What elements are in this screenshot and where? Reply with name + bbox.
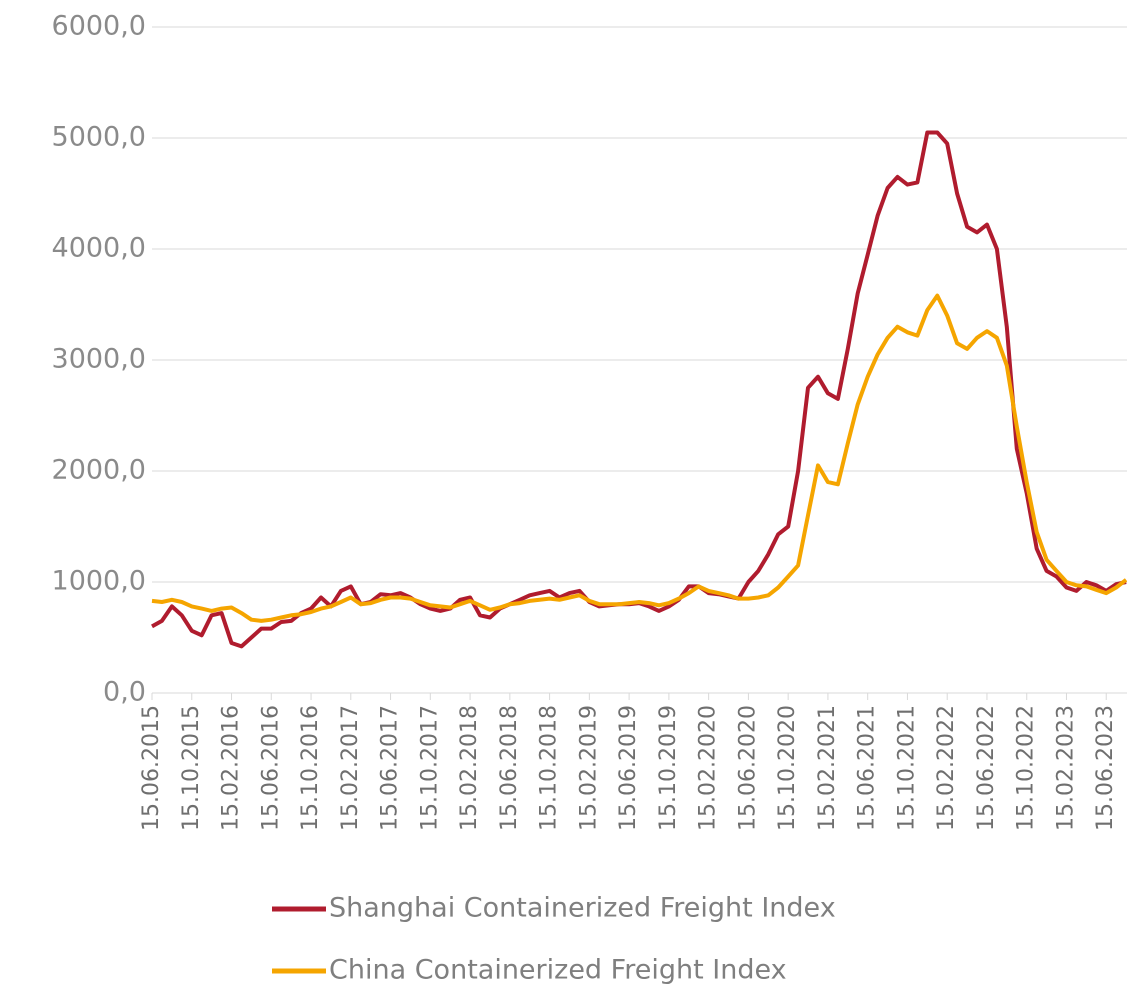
- x-tick-label: 15.06.2022: [974, 705, 999, 831]
- x-tick-label: 15.10.2022: [1014, 705, 1039, 831]
- legend-label: China Containerized Freight Index: [329, 955, 787, 984]
- x-tick-label: 15.06.2021: [855, 705, 880, 831]
- legend-label: Shanghai Containerized Freight Index: [329, 893, 836, 924]
- x-tick-label: 15.10.2018: [537, 705, 562, 831]
- x-tick-label: 15.10.2015: [179, 705, 204, 831]
- x-tick-label: 15.02.2017: [338, 705, 363, 831]
- x-tick-label: 15.02.2020: [696, 705, 721, 831]
- y-tick-label: 4000,0: [52, 233, 146, 264]
- y-tick-label: 0,0: [103, 677, 146, 708]
- x-tick-label: 15.06.2016: [258, 705, 283, 831]
- y-tick-label: 5000,0: [52, 122, 146, 153]
- y-tick-label: 6000,0: [52, 11, 146, 42]
- x-tick-label: 15.06.2015: [139, 705, 164, 831]
- x-tick-label: 15.06.2020: [735, 705, 760, 831]
- x-tick-label: 15.10.2020: [775, 705, 800, 831]
- x-tick-label: 15.06.2019: [616, 705, 641, 831]
- x-tick-label: 15.02.2022: [934, 705, 959, 831]
- x-tick-label: 15.02.2019: [576, 705, 601, 831]
- x-tick-label: 15.06.2023: [1093, 705, 1118, 831]
- x-tick-label: 15.10.2017: [417, 705, 442, 831]
- x-tick-label: 15.06.2017: [378, 705, 403, 831]
- x-tick-label: 15.02.2018: [457, 705, 482, 831]
- x-tick-label: 15.02.2023: [1053, 705, 1078, 831]
- x-tick-label: 15.02.2021: [815, 705, 840, 831]
- series-line: [151, 293, 1127, 623]
- y-tick-label: 2000,0: [52, 455, 146, 486]
- x-tick-label: 15.10.2019: [656, 705, 681, 831]
- x-tick-label: 15.10.2021: [894, 705, 919, 831]
- y-tick-label: 3000,0: [52, 344, 146, 375]
- series-line: [151, 130, 1127, 649]
- y-tick-label: 1000,0: [52, 566, 146, 597]
- x-tick-label: 15.10.2016: [298, 705, 323, 831]
- x-tick-label: 15.06.2018: [497, 705, 522, 831]
- x-tick-label: 15.02.2016: [219, 705, 244, 831]
